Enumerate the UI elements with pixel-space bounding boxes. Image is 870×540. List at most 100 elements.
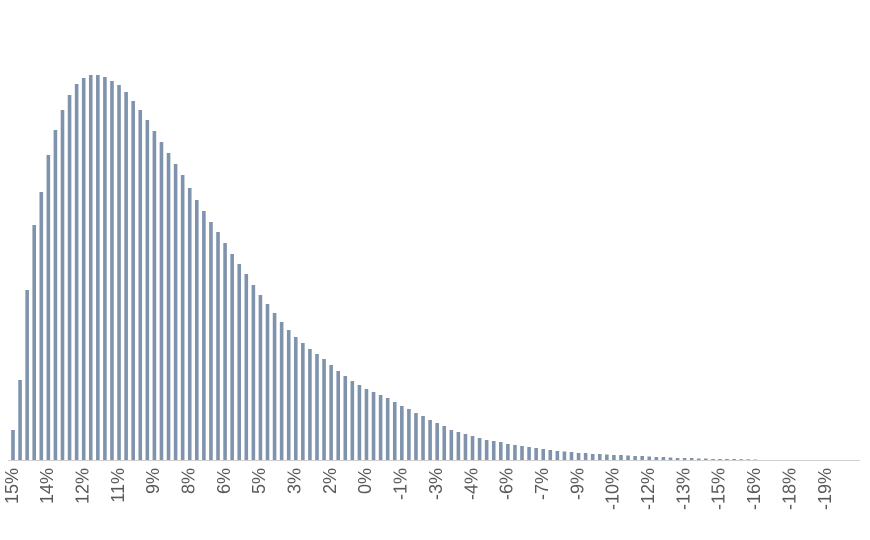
bar xyxy=(195,200,199,460)
bar xyxy=(202,211,206,460)
bar xyxy=(392,402,397,460)
bar xyxy=(477,438,482,460)
x-tick-label: 12% xyxy=(72,468,92,504)
x-tick-label: -3% xyxy=(426,468,446,500)
bar xyxy=(60,110,65,460)
bar xyxy=(449,430,454,460)
bar xyxy=(400,406,404,460)
bar xyxy=(484,440,489,460)
bar xyxy=(251,285,256,460)
bar xyxy=(272,313,277,460)
bar xyxy=(569,452,574,460)
bar xyxy=(11,430,15,460)
bar xyxy=(499,442,503,460)
bar xyxy=(159,142,164,460)
x-tick-label: -12% xyxy=(638,468,658,510)
bar xyxy=(357,385,362,460)
bar xyxy=(534,448,538,460)
bar xyxy=(597,454,602,460)
bar xyxy=(619,455,623,460)
bar xyxy=(265,304,270,460)
bar xyxy=(385,398,390,460)
bar xyxy=(145,120,150,460)
bar xyxy=(725,459,729,460)
bar xyxy=(81,78,86,460)
bar xyxy=(378,395,383,460)
bar xyxy=(414,413,418,460)
x-tick-label: -1% xyxy=(391,468,411,500)
bar xyxy=(732,459,736,460)
bar xyxy=(428,420,432,460)
bar xyxy=(96,75,100,460)
x-tick-label: 14% xyxy=(37,468,57,504)
x-tick-label: 9% xyxy=(143,468,163,494)
bar xyxy=(329,365,333,460)
x-tick-label: -9% xyxy=(567,468,587,500)
bar xyxy=(513,445,517,460)
bar xyxy=(152,131,157,460)
bar xyxy=(746,459,751,460)
x-tick-label: -4% xyxy=(461,468,481,500)
x-tick-label: 8% xyxy=(178,468,198,494)
bar xyxy=(166,153,171,460)
bar xyxy=(640,456,644,460)
bar xyxy=(74,84,79,460)
bar xyxy=(548,450,553,460)
bar xyxy=(216,232,220,460)
bar xyxy=(237,264,242,460)
bar xyxy=(555,451,560,460)
bar xyxy=(187,188,192,460)
x-tick-label: -13% xyxy=(673,468,693,510)
x-tick-label: -7% xyxy=(532,468,552,500)
bar xyxy=(53,130,58,460)
bar xyxy=(110,81,114,460)
bar xyxy=(364,389,369,460)
bar xyxy=(371,392,376,460)
bar xyxy=(753,459,758,460)
x-tick-label: -16% xyxy=(744,468,764,510)
bar xyxy=(18,380,22,460)
x-tick-label: -15% xyxy=(709,468,729,510)
bar xyxy=(25,290,29,460)
x-tick-label: 6% xyxy=(214,468,234,494)
bar xyxy=(689,458,694,460)
bar xyxy=(308,349,312,460)
bar xyxy=(209,222,213,460)
bar xyxy=(180,175,185,460)
bar xyxy=(626,455,630,460)
bar xyxy=(527,447,531,460)
bar xyxy=(103,77,107,460)
bar xyxy=(343,376,348,460)
x-tick-label: -18% xyxy=(779,468,799,510)
bar xyxy=(704,458,708,460)
bar xyxy=(131,101,135,460)
bar xyxy=(46,155,51,460)
bar xyxy=(583,453,588,460)
bar xyxy=(612,455,616,460)
bar xyxy=(322,359,326,460)
bar xyxy=(442,426,447,460)
bar xyxy=(576,453,581,460)
bar xyxy=(647,456,652,460)
x-tick-label: 11% xyxy=(108,468,128,503)
bar xyxy=(301,343,305,460)
bar xyxy=(350,381,355,460)
bar xyxy=(407,409,411,460)
bar xyxy=(654,457,659,460)
bar xyxy=(230,254,234,460)
bar xyxy=(491,441,496,460)
bar xyxy=(244,274,249,460)
bar xyxy=(258,295,263,460)
bar xyxy=(739,459,743,460)
bar xyxy=(315,354,319,460)
x-tick-label: 5% xyxy=(249,468,269,494)
bar xyxy=(682,458,687,460)
bar xyxy=(718,459,722,460)
bar xyxy=(463,434,468,460)
bar xyxy=(286,330,291,460)
bar xyxy=(541,449,546,460)
bar xyxy=(520,446,524,460)
bar xyxy=(711,459,715,460)
